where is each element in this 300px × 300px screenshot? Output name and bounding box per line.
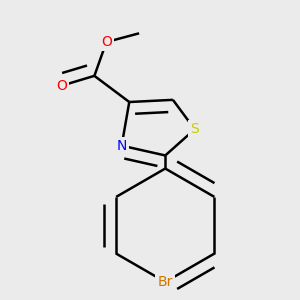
Text: O: O [56,79,67,93]
Text: S: S [190,122,199,136]
Text: Br: Br [158,275,173,289]
Text: O: O [101,35,112,49]
Text: N: N [116,139,127,153]
